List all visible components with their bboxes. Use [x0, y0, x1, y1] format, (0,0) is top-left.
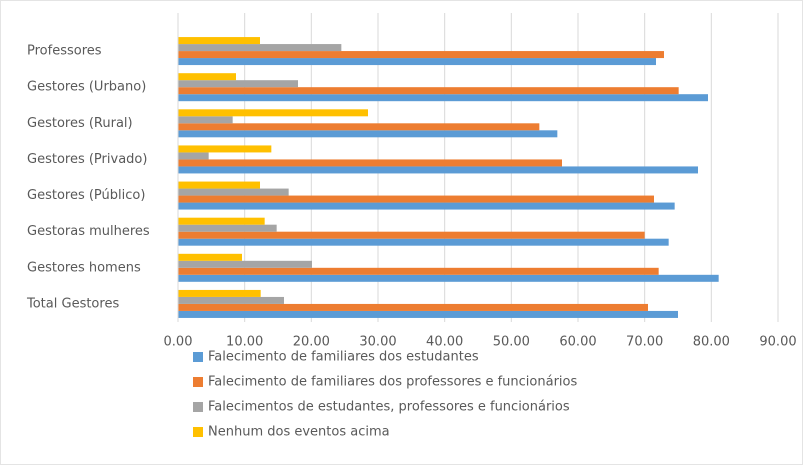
bar: [178, 51, 664, 59]
legend-swatch: [193, 352, 203, 362]
x-tick-label: 80.00: [693, 335, 730, 350]
bar: [178, 231, 645, 239]
y-tick-label: Professores: [27, 44, 102, 59]
bar: [178, 188, 289, 196]
bar: [178, 116, 233, 124]
y-tick-label: Gestores homens: [27, 260, 141, 275]
y-tick-label: Gestores (Público): [27, 188, 145, 203]
bar: [178, 195, 654, 203]
legend-label: Falecimento de familiares dos estudantes: [208, 350, 479, 365]
bar: [178, 289, 261, 297]
bar: [178, 310, 678, 318]
bar: [178, 296, 284, 304]
bar: [178, 224, 277, 232]
bar: [178, 87, 679, 95]
bar: [178, 94, 708, 102]
x-tick-label: 20.00: [293, 335, 330, 350]
bar: [178, 37, 260, 45]
legend-swatch: [193, 377, 203, 387]
bar: [178, 152, 209, 160]
bar: [178, 159, 562, 167]
bar: [178, 181, 260, 189]
bar: [178, 130, 558, 138]
bar: [178, 253, 242, 261]
bar: [178, 217, 265, 225]
bar: [178, 145, 272, 153]
bar: [178, 123, 540, 131]
x-tick-label: 50.00: [493, 335, 530, 350]
bar: [178, 260, 312, 268]
bar: [178, 73, 236, 81]
x-tick-label: 0.00: [164, 335, 193, 350]
legend-swatch: [193, 427, 203, 437]
y-tick-label: Gestores (Privado): [27, 152, 147, 167]
bar: [178, 58, 656, 66]
y-tick-label: Gestores (Urbano): [27, 80, 146, 95]
bar: [178, 238, 669, 246]
y-tick-label: Gestores (Rural): [27, 116, 133, 131]
bar: [178, 303, 648, 311]
x-tick-label: 60.00: [559, 335, 596, 350]
bar: [178, 80, 298, 88]
bar: [178, 202, 675, 210]
bar: [178, 267, 659, 275]
y-tick-label: Gestoras mulheres: [27, 224, 150, 239]
x-tick-label: 90.00: [759, 335, 796, 350]
bar: [178, 109, 368, 117]
x-tick-label: 30.00: [359, 335, 396, 350]
legend-label: Falecimentos de estudantes, professores …: [208, 400, 570, 415]
legend-label: Falecimento de familiares dos professore…: [208, 375, 577, 390]
x-tick-label: 70.00: [626, 335, 663, 350]
x-tick-label: 40.00: [426, 335, 463, 350]
bar: [178, 44, 342, 52]
legend-swatch: [193, 402, 203, 412]
y-tick-label: Total Gestores: [26, 296, 119, 311]
bar: [178, 274, 719, 282]
bar: [178, 166, 698, 174]
legend-label: Nenhum dos eventos acima: [208, 425, 390, 440]
x-tick-label: 10.00: [226, 335, 263, 350]
